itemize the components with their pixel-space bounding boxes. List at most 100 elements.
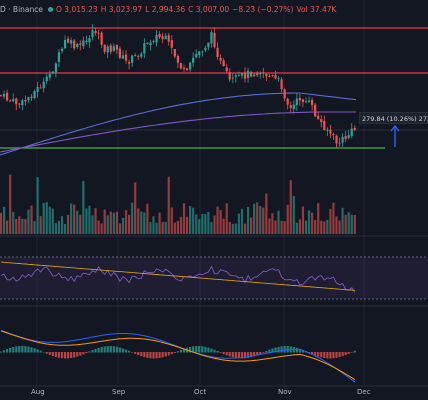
- candle: [332, 134, 335, 135]
- candle: [204, 47, 207, 51]
- candle: [82, 40, 85, 47]
- candle: [131, 55, 134, 63]
- candle: [100, 32, 103, 45]
- macd-histogram-bar: [268, 349, 271, 353]
- volume-bar: [21, 218, 24, 234]
- volume-bar: [45, 202, 48, 234]
- candle: [317, 115, 320, 120]
- candle: [311, 99, 314, 106]
- candle: [353, 127, 356, 131]
- measure-arrow-icon[interactable]: [390, 124, 400, 147]
- volume-bar: [155, 222, 158, 234]
- volume-bar: [240, 208, 244, 234]
- volume-bar: [222, 218, 225, 234]
- candle: [27, 97, 30, 101]
- candle: [195, 53, 198, 58]
- volume-bar: [0, 212, 3, 234]
- candle: [164, 35, 167, 40]
- macd-histogram-bar: [24, 346, 27, 353]
- candle: [15, 98, 18, 105]
- macd-histogram-bar: [21, 346, 24, 353]
- volume-bar: [103, 209, 106, 234]
- volume-bar: [54, 223, 57, 234]
- macd-histogram-bar: [112, 346, 115, 353]
- macd-histogram-bar: [329, 352, 332, 359]
- open-value: O 3,015.23: [56, 4, 98, 14]
- volume-bar: [94, 208, 97, 234]
- macd-histogram-bar: [124, 349, 128, 353]
- macd-histogram-bar: [222, 352, 225, 355]
- macd-histogram-bar: [109, 346, 112, 353]
- macd-histogram-bar: [320, 352, 323, 358]
- candle: [283, 89, 286, 99]
- macd-histogram-bar: [243, 352, 247, 359]
- volume-bar: [137, 208, 140, 234]
- candle: [262, 72, 265, 74]
- macd-histogram-bar: [173, 352, 176, 353]
- volume-bar: [268, 218, 271, 234]
- volume-bar: [353, 214, 356, 234]
- candle: [210, 32, 213, 44]
- volume-bar: [256, 202, 259, 234]
- macd-histogram-bar: [265, 350, 268, 353]
- volume-bar: [323, 221, 326, 234]
- macd-histogram-bar: [128, 350, 131, 353]
- candle: [250, 72, 253, 77]
- macd-histogram-bar: [45, 352, 48, 354]
- macd-histogram-bar: [106, 346, 109, 353]
- volume-bar: [76, 210, 79, 234]
- macd-histogram-bar: [170, 352, 173, 355]
- volume-bars: [0, 174, 356, 234]
- volume-bar: [317, 203, 320, 234]
- candle: [79, 43, 82, 45]
- candle: [146, 42, 149, 44]
- candle: [48, 74, 51, 78]
- symbol-label[interactable]: D · Binance: [0, 4, 43, 14]
- volume-bar: [158, 212, 161, 234]
- candle: [155, 34, 158, 43]
- volume-bar: [326, 219, 329, 234]
- candle: [304, 101, 308, 103]
- macd-histogram-bar: [286, 346, 289, 353]
- volume-bar: [243, 223, 247, 234]
- volume-bar: [57, 220, 61, 234]
- volume-bar: [2, 206, 6, 234]
- candle: [54, 63, 57, 73]
- volume-bar: [67, 214, 70, 234]
- candle: [298, 97, 301, 101]
- volume-bar: [344, 214, 347, 234]
- volume-bar: [338, 220, 341, 234]
- volume-bar: [73, 204, 76, 234]
- macd-histogram-bar: [134, 352, 137, 354]
- volume-bar: [189, 206, 192, 234]
- x-axis-label-aug: Aug: [31, 388, 45, 396]
- volume-bar: [219, 210, 222, 234]
- volume-bar: [250, 217, 253, 234]
- volume-bar: [112, 212, 115, 234]
- candle: [21, 100, 24, 106]
- macd-histogram-bar: [176, 351, 179, 353]
- pane-separators: [0, 235, 428, 387]
- candle: [112, 46, 115, 51]
- candle: [149, 42, 152, 46]
- candle: [338, 142, 341, 144]
- macd-histogram-bar: [237, 352, 240, 359]
- candle: [67, 38, 70, 43]
- macd-histogram-bar: [219, 352, 222, 353]
- candle: [265, 73, 268, 77]
- macd-histogram-bar: [103, 346, 106, 353]
- volume-bar: [82, 181, 85, 234]
- volume-bar: [195, 214, 198, 234]
- candle: [161, 36, 164, 40]
- volume-bar: [100, 223, 103, 234]
- volume-bar: [88, 205, 91, 234]
- macd-histogram-bar: [155, 352, 158, 359]
- macd-line: [0, 329, 356, 383]
- volume-bar: [134, 182, 137, 234]
- candle: [2, 93, 6, 97]
- volume-bar: [6, 220, 9, 234]
- macd-histogram-bar: [73, 352, 76, 358]
- candle: [128, 62, 131, 64]
- volume-bar: [311, 212, 314, 234]
